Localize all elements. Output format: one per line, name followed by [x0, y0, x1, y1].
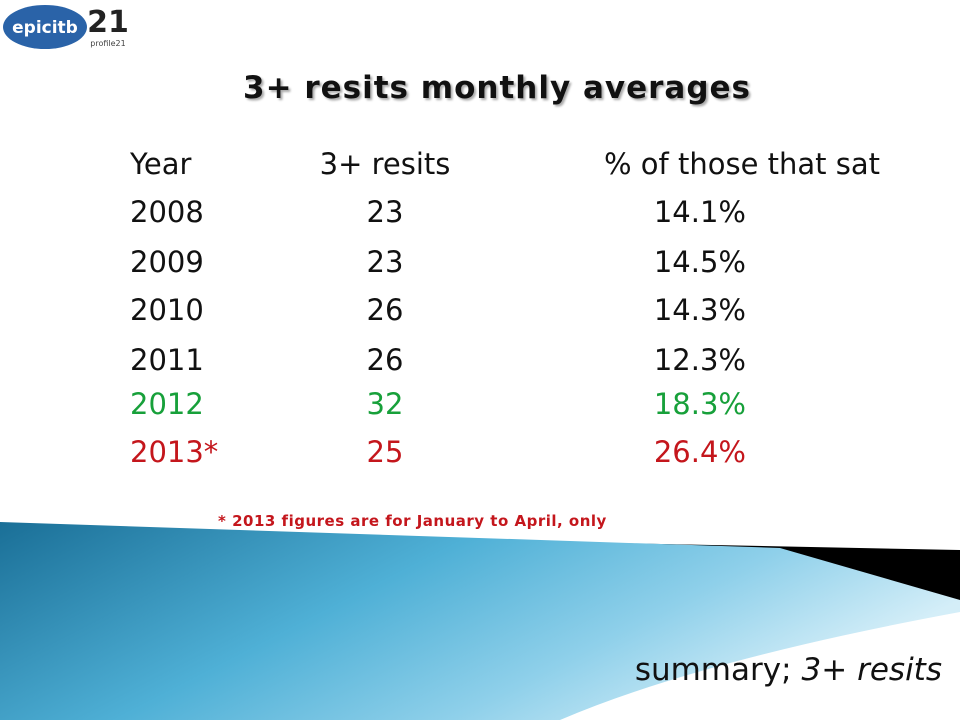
table-cell: 14.3% [653, 293, 746, 327]
header-cell: 3+ resits [319, 147, 451, 181]
table-cell: 26.4% [653, 435, 746, 469]
white-wave [560, 612, 960, 720]
epic-logo [3, 5, 87, 49]
profile-logo-text: profile21 [90, 39, 125, 48]
table-cell: 26 [366, 343, 404, 377]
epic-logo-text: epicitb [12, 18, 78, 38]
profile-logo-mark: 21 [87, 5, 129, 40]
table-cell: 2009 [130, 245, 204, 279]
table-cell: 14.5% [653, 245, 746, 279]
header-cell: % of those that sat [604, 147, 880, 181]
footnote: * 2013 figures are for January to April,… [218, 512, 607, 530]
table-cell: 18.3% [653, 387, 746, 421]
table-cell: 2013* [130, 435, 219, 469]
table-cell: 32 [366, 387, 404, 421]
table-cell: 2011 [130, 343, 204, 377]
header-cell: Year [130, 147, 192, 181]
table-cell: 14.1% [653, 195, 746, 229]
table-cell: 12.3% [653, 343, 746, 377]
table-cell: 2008 [130, 195, 204, 229]
summary: summary; 3+ resits [635, 652, 942, 688]
table-cell: 23 [366, 245, 404, 279]
table-cell: 26 [366, 293, 404, 327]
summary-topic: 3+ resits [801, 652, 942, 688]
table-cell: 2010 [130, 293, 204, 327]
table-cell: 23 [366, 195, 404, 229]
table-cell: 25 [366, 435, 404, 469]
summary-lead: summary; [634, 652, 792, 688]
title: 3+ resits monthly averages [243, 70, 751, 106]
table-cell: 2012 [130, 387, 204, 421]
